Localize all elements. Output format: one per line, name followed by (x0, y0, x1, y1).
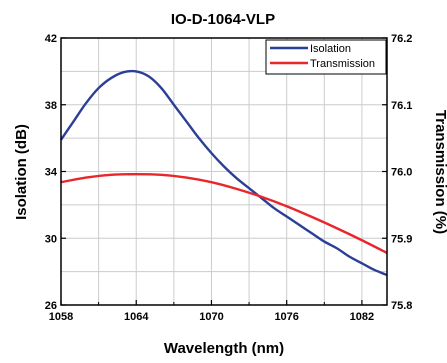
legend-isolation-label: Isolation (310, 43, 351, 55)
y-axis-right-label: Transmission (%) (432, 110, 447, 234)
y-left-tick-label: 42 (45, 33, 57, 45)
y-right-tick-label: 75.8 (391, 300, 412, 312)
legend-box (265, 39, 387, 75)
series-line-isolation (60, 69, 388, 277)
x-tick-label: 1070 (199, 311, 223, 323)
series-line-transmission (60, 172, 388, 255)
ticks: 1058 1064 1070 1076 1082 26 30 34 38 42 75.8 75.9 76… (45, 33, 413, 323)
x-tick-label: 1082 (350, 311, 374, 323)
x-tick-label: 1058 (49, 311, 73, 323)
chart-title: IO-D-1064-VLP (171, 11, 275, 28)
y-right-tick-label: 76.0 (391, 167, 412, 179)
y-left-tick-label: 34 (45, 167, 58, 179)
x-axis-label: Wavelength (nm) (164, 340, 284, 357)
y-right-tick-label: 76.2 (391, 33, 412, 45)
legend-transmission-label: Transmission (310, 58, 375, 70)
y-right-tick-label: 75.9 (391, 233, 412, 245)
y-left-tick-label: 26 (45, 300, 57, 312)
legend: Isolation Transmission (265, 39, 387, 75)
x-tick-label: 1076 (274, 311, 298, 323)
y-axis-left-label: Isolation (dB) (13, 124, 30, 220)
y-left-tick-label: 30 (45, 233, 57, 245)
series-layer (60, 69, 388, 277)
y-left-tick-label: 38 (45, 100, 57, 112)
y-right-tick-label: 76.1 (391, 100, 412, 112)
x-tick-label: 1064 (124, 311, 149, 323)
